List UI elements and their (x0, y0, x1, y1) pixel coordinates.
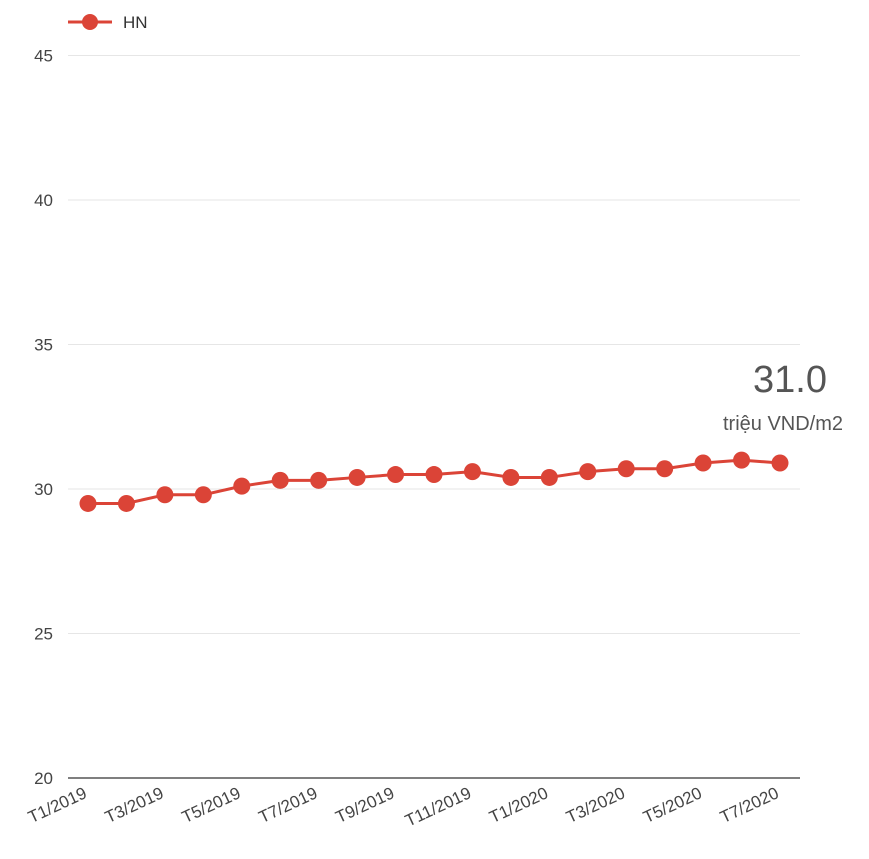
y-tick-label: 30 (34, 480, 53, 499)
legend-label-hn: HN (123, 13, 148, 32)
x-tick-label: T7/2020 (717, 783, 782, 827)
data-point[interactable] (502, 468, 520, 486)
y-tick-label: 45 (34, 47, 53, 66)
annotation-unit: triệu VND/m2 (723, 413, 843, 435)
x-tick-label: T1/2020 (486, 783, 551, 827)
data-point[interactable] (348, 468, 366, 486)
data-point[interactable] (233, 477, 251, 495)
data-point[interactable] (579, 463, 597, 481)
data-point[interactable] (771, 454, 789, 472)
data-point[interactable] (463, 463, 481, 481)
data-point[interactable] (656, 460, 674, 478)
data-point[interactable] (694, 454, 712, 472)
grid-lines (68, 55, 800, 634)
data-point[interactable] (387, 466, 405, 484)
data-point[interactable] (310, 471, 328, 489)
x-tick-label: T3/2019 (102, 783, 167, 827)
x-tick-label: T5/2019 (179, 783, 244, 827)
data-point[interactable] (156, 486, 174, 504)
y-tick-label: 20 (34, 769, 53, 788)
value-annotation: 31.0 triệu VND/m2 (723, 359, 843, 435)
data-point[interactable] (117, 494, 135, 512)
y-axis: 20 25 30 35 40 45 (34, 47, 53, 789)
data-point[interactable] (79, 494, 97, 512)
legend[interactable]: HN (68, 13, 148, 32)
y-tick-label: 40 (34, 191, 53, 210)
x-tick-label: T7/2019 (256, 783, 321, 827)
x-tick-label: T5/2020 (640, 783, 705, 827)
annotation-value: 31.0 (753, 359, 827, 401)
data-point[interactable] (271, 471, 289, 489)
data-point[interactable] (733, 451, 751, 469)
series-hn (79, 451, 789, 512)
y-tick-label: 25 (34, 625, 53, 644)
x-tick-label: T11/2019 (402, 783, 474, 830)
data-point[interactable] (194, 486, 212, 504)
data-point[interactable] (540, 468, 558, 486)
data-point[interactable] (425, 466, 443, 484)
x-axis: T1/2019 T3/2019 T5/2019 T7/2019 T9/2019 T11/2… (25, 777, 800, 830)
data-point[interactable] (617, 460, 635, 478)
x-tick-label: T9/2019 (333, 783, 398, 827)
legend-marker (82, 14, 98, 30)
x-tick-label: T3/2020 (563, 783, 628, 827)
x-tick-label: T1/2019 (25, 783, 90, 827)
y-tick-label: 35 (34, 336, 53, 355)
